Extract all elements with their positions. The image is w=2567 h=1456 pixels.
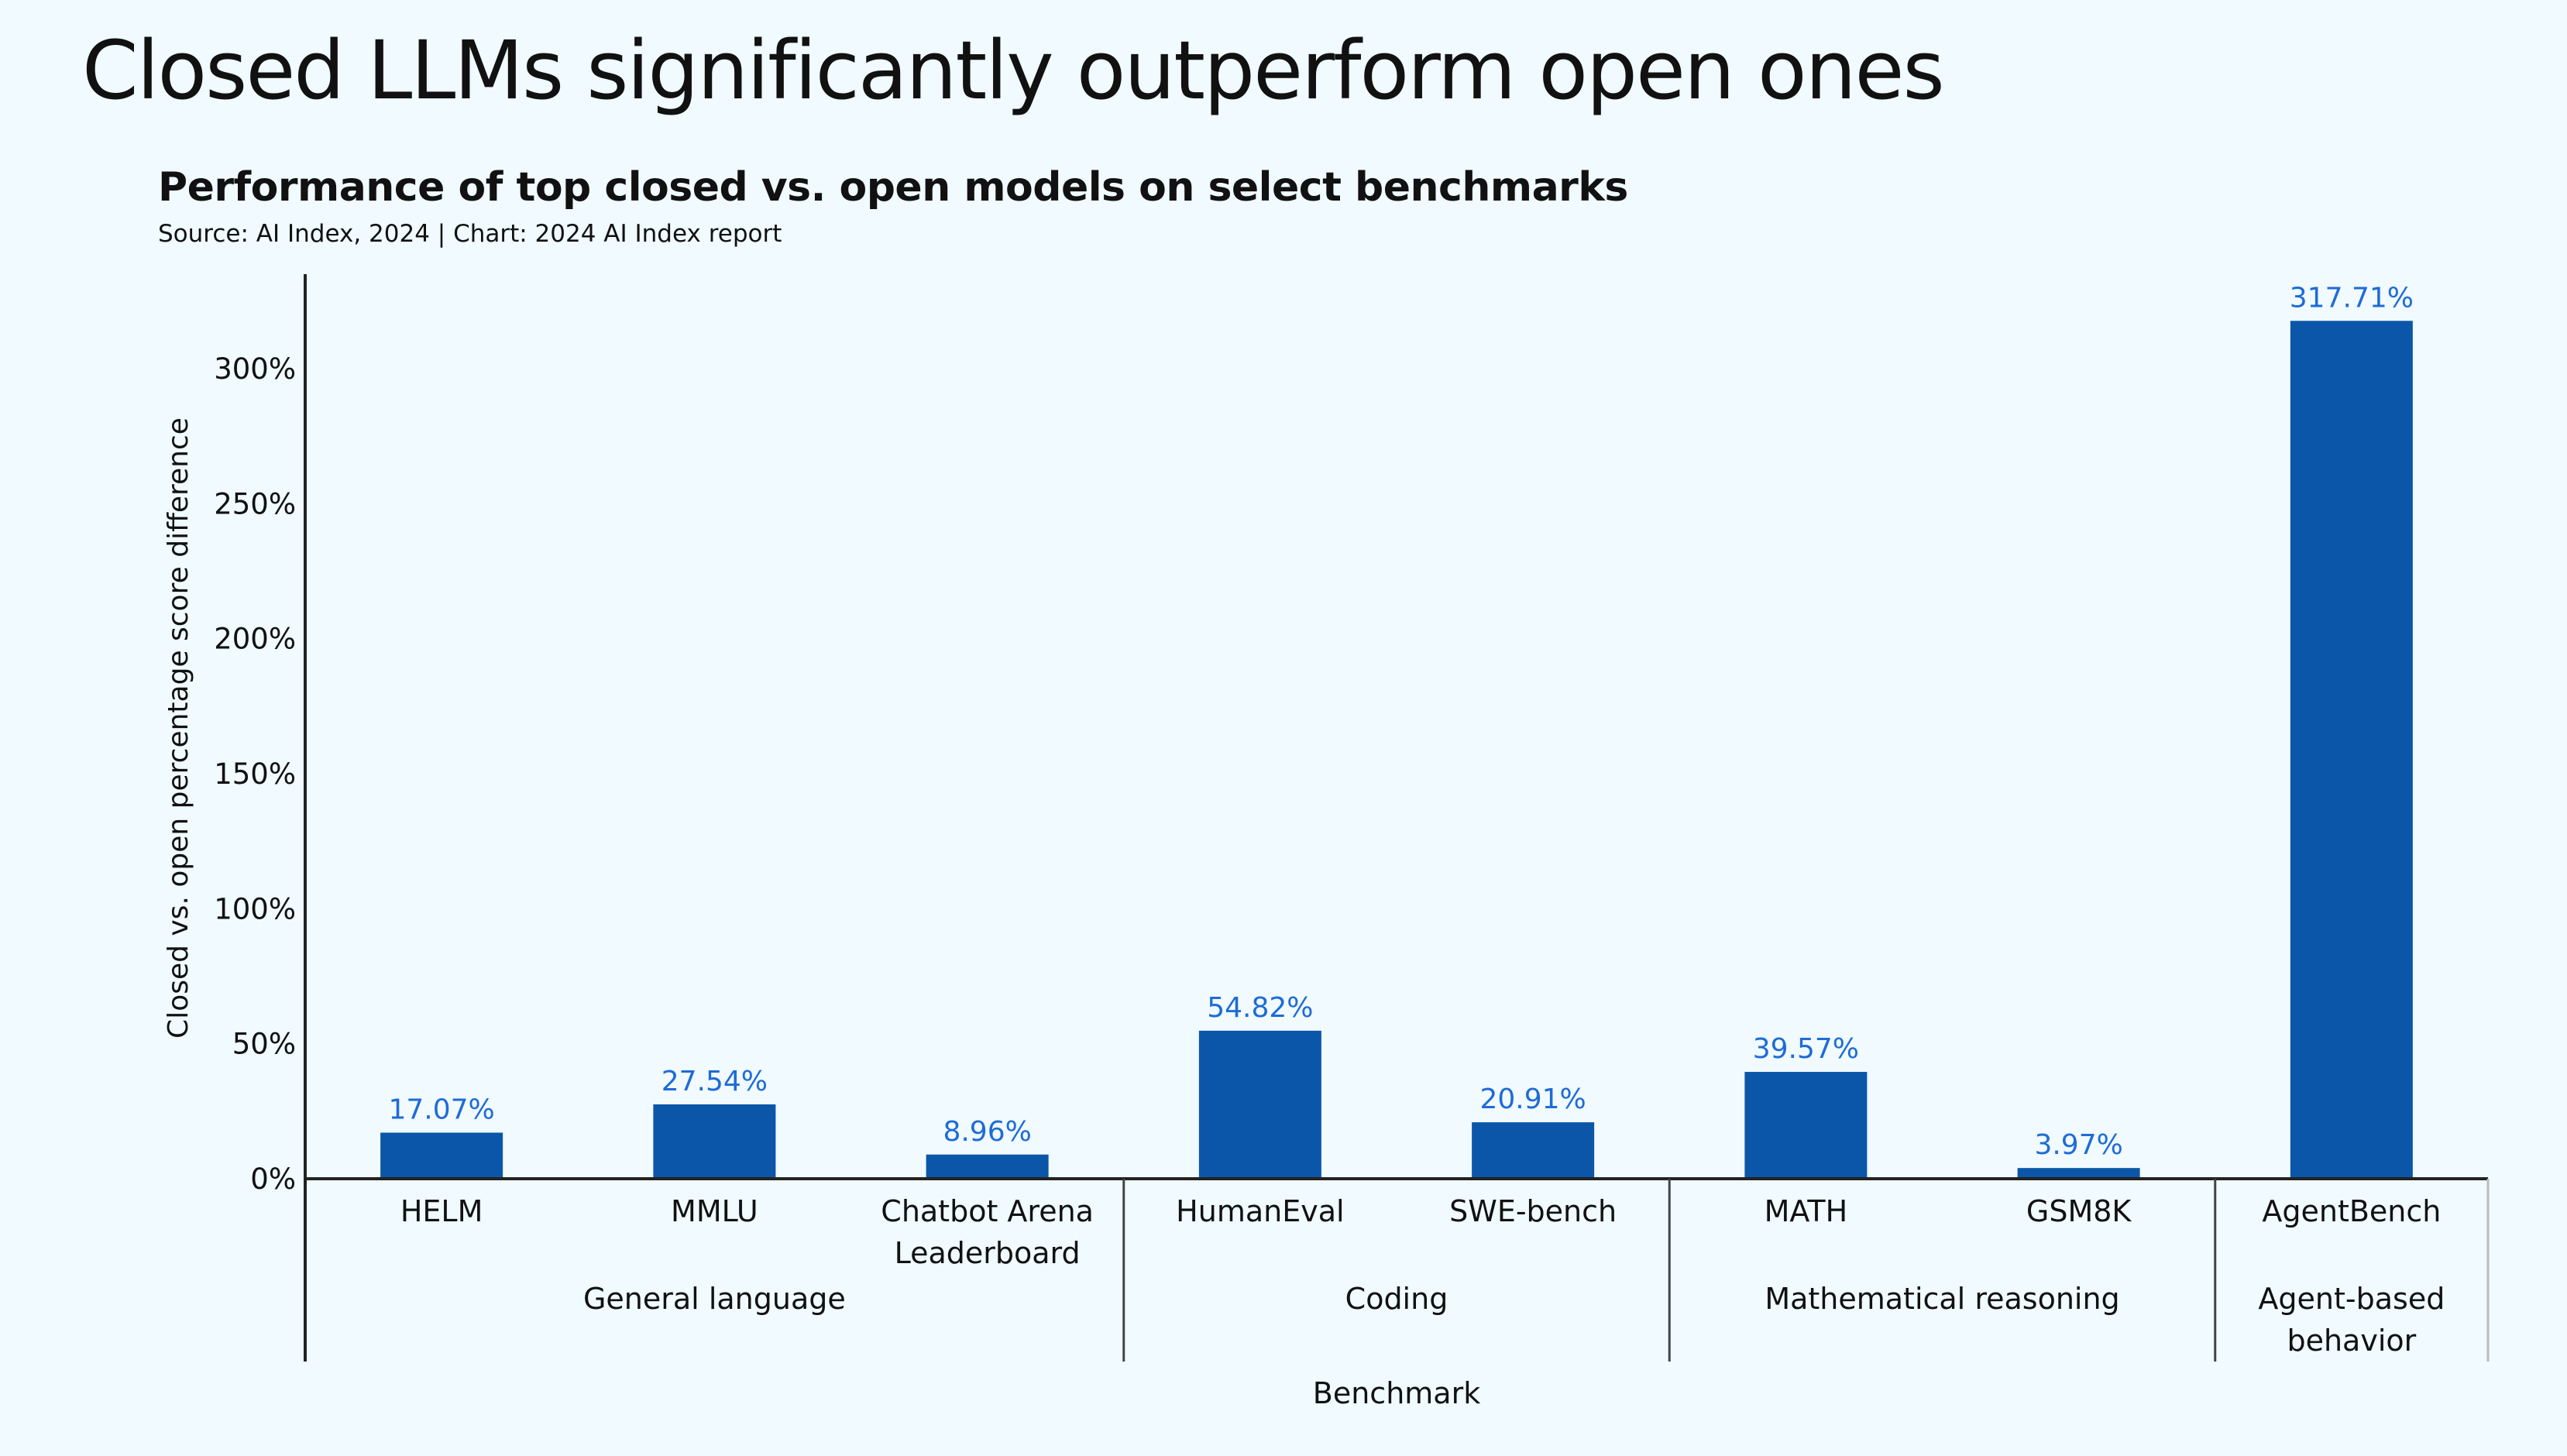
bar xyxy=(1472,1122,1595,1179)
x-axis: HELM MMLU Chatbot Arena Leaderboard HumanEva… xyxy=(305,1177,2490,1362)
bar xyxy=(1198,1030,1321,1179)
y-tick-label: 300% xyxy=(214,352,296,386)
bar xyxy=(2290,321,2413,1180)
x-tick-label: MATH xyxy=(1765,1194,1848,1228)
bar xyxy=(653,1104,776,1179)
bar-value-label: 317.71% xyxy=(2290,282,2414,314)
bar xyxy=(380,1132,503,1179)
chart-source: Source: AI Index, 2024 | Chart: 2024 AI … xyxy=(158,220,782,248)
y-tick-label: 0% xyxy=(250,1162,296,1196)
x-tick-label: GSM8K xyxy=(2026,1194,2132,1228)
y-tick-label: 100% xyxy=(214,892,296,925)
bar xyxy=(2017,1168,2140,1179)
group-label: Agent-based behavior xyxy=(2258,1282,2445,1358)
group-label: Mathematical reasoning xyxy=(1765,1282,2119,1316)
y-axis-label: Closed vs. open percentage score differe… xyxy=(163,417,194,1039)
slide-title: Closed LLMs significantly outperform ope… xyxy=(82,23,1945,118)
y-tick-label: 50% xyxy=(232,1028,296,1061)
x-tick-label: Chatbot Arena Leaderboard xyxy=(881,1194,1094,1270)
bars: 17.07% 27.54% 8.96% 54.82% 20.91% 39.57% 3.97%… xyxy=(380,282,2414,1180)
y-tick-label: 200% xyxy=(214,623,296,656)
bar xyxy=(1744,1072,1868,1179)
x-tick-label: MMLU xyxy=(671,1194,758,1228)
bar-value-label: 39.57% xyxy=(1753,1033,1859,1065)
x-tick-label: HELM xyxy=(400,1194,483,1228)
bar-value-label: 8.96% xyxy=(943,1116,1031,1148)
group-label: General language xyxy=(583,1282,846,1316)
bar-value-label: 20.91% xyxy=(1479,1083,1586,1115)
x-axis-label: Benchmark xyxy=(1313,1376,1480,1410)
bar-value-label: 54.82% xyxy=(1207,992,1313,1024)
bar xyxy=(926,1154,1049,1179)
bar-value-label: 27.54% xyxy=(662,1066,768,1097)
y-tick-label: 150% xyxy=(214,757,296,791)
group-label: Coding xyxy=(1345,1282,1448,1316)
y-axis: 0% 50% 100% 150% 200% 250% 300% xyxy=(214,274,307,1362)
bar-value-label: 3.97% xyxy=(2034,1129,2122,1161)
x-tick-label: HumanEval xyxy=(1176,1194,1344,1228)
chart-title: Performance of top closed vs. open model… xyxy=(158,164,1628,211)
y-tick-label: 250% xyxy=(214,487,296,520)
x-tick-label: SWE-bench xyxy=(1449,1194,1617,1228)
x-tick-label: AgentBench xyxy=(2262,1194,2441,1228)
bar-value-label: 17.07% xyxy=(388,1094,494,1125)
